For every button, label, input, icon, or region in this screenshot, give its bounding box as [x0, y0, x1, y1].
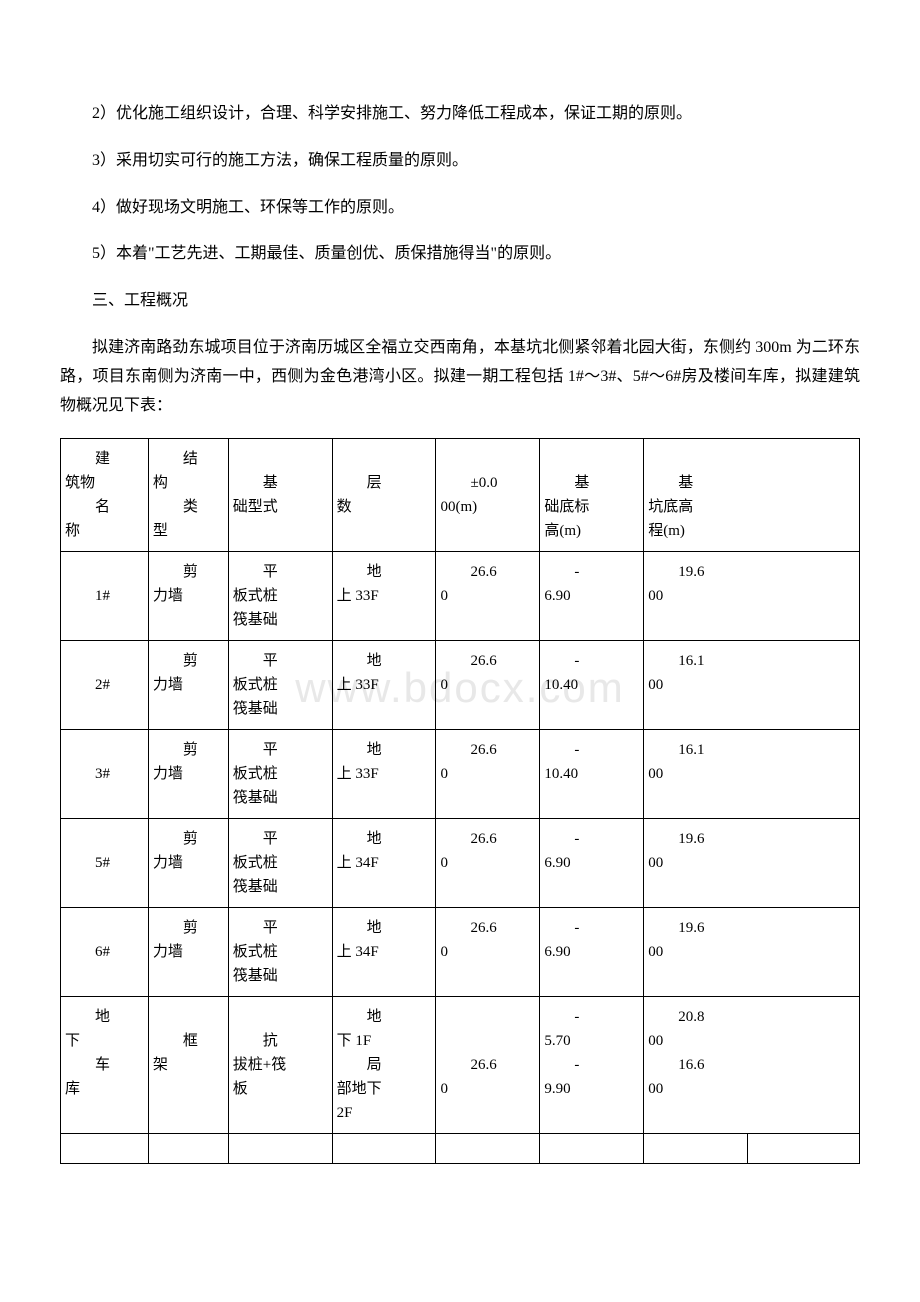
cell-building-name: 5#	[61, 819, 149, 908]
cell-foundation-bottom: -6.90	[540, 908, 644, 997]
cell-foundation-type: 平板式桩筏基础	[228, 730, 332, 819]
empty-cell	[436, 1134, 540, 1164]
empty-cell	[61, 1134, 149, 1164]
cell-foundation-type: 平板式桩筏基础	[228, 908, 332, 997]
cell-elevation: 26.60	[436, 908, 540, 997]
cell-foundation-bottom: - 5.70 - 9.90	[540, 997, 644, 1134]
table-row-garage: 地 下 车 库 框 架 抗 拔桩+筏 板 地 下 1F 局 部地下 2F 26.…	[61, 997, 860, 1134]
cell-structure-type: 剪力墙	[148, 730, 228, 819]
cell-pit-bottom: 16.100	[644, 730, 860, 819]
cell-pit-bottom: 20.8 00 16.6 00	[644, 997, 860, 1134]
cell-foundation-type: 平板式桩筏基础	[228, 641, 332, 730]
cell-structure-type: 剪力墙	[148, 552, 228, 641]
header-floors: 层 数	[332, 439, 436, 552]
table-row: 3# 剪力墙 平板式桩筏基础 地上 33F 26.60 -10.40 16.10…	[61, 730, 860, 819]
table-row: 1# 剪力墙 平板式桩筏基础 地上 33F 26.60 -6.90 19.600	[61, 552, 860, 641]
cell-elevation: 26.60	[436, 730, 540, 819]
cell-elevation: 26.60	[436, 819, 540, 908]
cell-foundation-type: 抗 拔桩+筏 板	[228, 997, 332, 1134]
table-row: 2# 剪力墙 平板式桩筏基础 地上 33F 26.60 -10.40 16.10…	[61, 641, 860, 730]
cell-building-name: 2#	[61, 641, 149, 730]
cell-pit-bottom: 19.600	[644, 908, 860, 997]
cell-pit-bottom: 16.100	[644, 641, 860, 730]
cell-pit-bottom: 19.600	[644, 552, 860, 641]
paragraph-principle-5: 5）本着"工艺先进、工期最佳、质量创优、质保措施得当"的原则。	[60, 240, 860, 269]
cell-building-name: 1#	[61, 552, 149, 641]
cell-structure-type: 框 架	[148, 997, 228, 1134]
cell-building-name: 地 下 车 库	[61, 997, 149, 1134]
section-heading-3: 三、工程概况	[60, 287, 860, 316]
header-elevation: ±0.0 00(m)	[436, 439, 540, 552]
cell-elevation: 26.60	[436, 552, 540, 641]
cell-structure-type: 剪力墙	[148, 641, 228, 730]
empty-cell	[228, 1134, 332, 1164]
empty-cell	[748, 1134, 860, 1164]
cell-elevation: 26.6 0	[436, 997, 540, 1134]
empty-cell	[644, 1134, 748, 1164]
cell-structure-type: 剪力墙	[148, 908, 228, 997]
paragraph-principle-4: 4）做好现场文明施工、环保等工作的原则。	[60, 194, 860, 223]
header-structure-type: 结 构 类 型	[148, 439, 228, 552]
header-foundation-bottom: 基 础底标 高(m)	[540, 439, 644, 552]
table-row: 5# 剪力墙 平板式桩筏基础 地上 34F 26.60 -6.90 19.600	[61, 819, 860, 908]
cell-structure-type: 剪力墙	[148, 819, 228, 908]
cell-foundation-bottom: -6.90	[540, 552, 644, 641]
table-row: 6# 剪力墙 平板式桩筏基础 地上 34F 26.60 -6.90 19.600	[61, 908, 860, 997]
cell-elevation: 26.60	[436, 641, 540, 730]
paragraph-project-overview: 拟建济南路劲东城项目位于济南历城区全福立交西南角，本基坑北侧紧邻着北园大街，东侧…	[60, 334, 860, 420]
cell-foundation-type: 平板式桩筏基础	[228, 552, 332, 641]
header-pit-bottom: 基 坑底高 程(m)	[644, 439, 860, 552]
header-building-name: 建 筑物 名 称	[61, 439, 149, 552]
cell-floors: 地上 33F	[332, 730, 436, 819]
empty-cell	[148, 1134, 228, 1164]
empty-cell	[332, 1134, 436, 1164]
paragraph-principle-2: 2）优化施工组织设计，合理、科学安排施工、努力降低工程成本，保证工期的原则。	[60, 100, 860, 129]
cell-building-name: 3#	[61, 730, 149, 819]
cell-foundation-bottom: -10.40	[540, 730, 644, 819]
cell-floors: 地上 34F	[332, 819, 436, 908]
paragraph-principle-3: 3）采用切实可行的施工方法，确保工程质量的原则。	[60, 147, 860, 176]
header-foundation-type: 基 础型式	[228, 439, 332, 552]
cell-floors: 地上 33F	[332, 641, 436, 730]
empty-cell	[540, 1134, 644, 1164]
cell-foundation-bottom: -6.90	[540, 819, 644, 908]
building-overview-table: 建 筑物 名 称 结 构 类 型 基 础型式 层 数 ±0.0 00(m)	[60, 438, 860, 1164]
table-empty-row	[61, 1134, 860, 1164]
cell-building-name: 6#	[61, 908, 149, 997]
cell-foundation-type: 平板式桩筏基础	[228, 819, 332, 908]
cell-floors: 地 下 1F 局 部地下 2F	[332, 997, 436, 1134]
cell-floors: 地上 33F	[332, 552, 436, 641]
cell-foundation-bottom: -10.40	[540, 641, 644, 730]
cell-floors: 地上 34F	[332, 908, 436, 997]
cell-pit-bottom: 19.600	[644, 819, 860, 908]
table-header-row: 建 筑物 名 称 结 构 类 型 基 础型式 层 数 ±0.0 00(m)	[61, 439, 860, 552]
